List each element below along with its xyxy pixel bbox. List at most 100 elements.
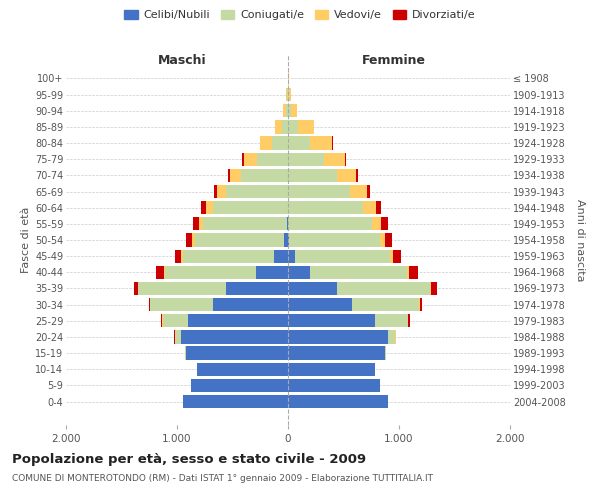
Bar	[192, 234, 195, 246]
Bar	[431, 282, 437, 295]
Bar	[163, 314, 188, 328]
Bar	[288, 298, 352, 311]
Bar	[257, 152, 288, 166]
Bar	[217, 185, 226, 198]
Bar	[381, 217, 388, 230]
Bar	[288, 282, 337, 295]
Bar	[193, 217, 199, 230]
Bar	[288, 266, 310, 279]
Bar	[188, 314, 288, 328]
Bar	[157, 266, 164, 279]
Bar	[186, 234, 192, 246]
Bar	[289, 234, 380, 246]
Bar	[275, 120, 283, 134]
Text: Maschi: Maschi	[158, 54, 207, 67]
Bar	[409, 266, 418, 279]
Bar	[283, 120, 288, 134]
Bar	[164, 266, 165, 279]
Bar	[419, 298, 420, 311]
Bar	[310, 136, 332, 149]
Bar	[394, 250, 401, 263]
Bar	[352, 298, 419, 311]
Bar	[345, 152, 346, 166]
Bar	[288, 201, 364, 214]
Bar	[274, 250, 288, 263]
Bar	[298, 120, 314, 134]
Bar	[310, 266, 407, 279]
Bar	[288, 136, 310, 149]
Bar	[283, 104, 286, 118]
Bar	[212, 298, 288, 311]
Bar	[288, 169, 337, 182]
Bar	[409, 314, 410, 328]
Bar	[288, 395, 388, 408]
Bar	[256, 266, 288, 279]
Bar	[288, 217, 373, 230]
Text: COMUNE DI MONTEROTONDO (RM) - Dati ISTAT 1° gennaio 2009 - Elaborazione TUTTITAL: COMUNE DI MONTEROTONDO (RM) - Dati ISTAT…	[12, 474, 433, 483]
Bar	[272, 136, 288, 149]
Bar	[350, 185, 367, 198]
Bar	[430, 282, 431, 295]
Bar	[202, 201, 206, 214]
Bar	[244, 152, 257, 166]
Bar	[149, 298, 150, 311]
Bar	[289, 88, 290, 101]
Bar	[295, 250, 390, 263]
Bar	[214, 185, 217, 198]
Bar	[165, 266, 256, 279]
Bar	[356, 169, 358, 182]
Bar	[151, 298, 212, 311]
Bar	[195, 234, 284, 246]
Bar	[206, 201, 212, 214]
Bar	[242, 152, 244, 166]
Y-axis label: Anni di nascita: Anni di nascita	[575, 198, 585, 281]
Bar	[182, 395, 288, 408]
Bar	[420, 298, 422, 311]
Bar	[288, 314, 374, 328]
Bar	[323, 152, 345, 166]
Bar	[286, 88, 287, 101]
Bar	[286, 104, 288, 118]
Bar	[373, 217, 381, 230]
Bar	[181, 250, 182, 263]
Bar	[182, 250, 274, 263]
Bar	[226, 282, 288, 295]
Bar	[288, 379, 380, 392]
Bar	[260, 136, 272, 149]
Bar	[185, 346, 186, 360]
Bar	[186, 346, 288, 360]
Bar	[226, 185, 288, 198]
Bar	[388, 330, 395, 344]
Bar	[228, 169, 230, 182]
Bar	[284, 234, 288, 246]
Text: Femmine: Femmine	[361, 54, 425, 67]
Bar	[288, 88, 289, 101]
Bar	[376, 201, 381, 214]
Bar	[197, 362, 288, 376]
Bar	[390, 250, 394, 263]
Bar	[374, 314, 408, 328]
Text: Popolazione per età, sesso e stato civile - 2009: Popolazione per età, sesso e stato civil…	[12, 452, 366, 466]
Bar	[291, 104, 297, 118]
Bar	[367, 185, 370, 198]
Bar	[181, 330, 288, 344]
Bar	[385, 346, 386, 360]
Bar	[212, 201, 288, 214]
Bar	[288, 185, 350, 198]
Bar	[241, 169, 288, 182]
Bar	[288, 104, 291, 118]
Bar	[288, 250, 295, 263]
Bar	[199, 217, 203, 230]
Bar	[288, 346, 385, 360]
Y-axis label: Fasce di età: Fasce di età	[20, 207, 31, 273]
Bar	[337, 169, 356, 182]
Bar	[364, 201, 376, 214]
Bar	[287, 88, 288, 101]
Bar	[288, 362, 374, 376]
Bar	[138, 282, 226, 295]
Bar	[380, 234, 385, 246]
Bar	[385, 234, 392, 246]
Bar	[288, 330, 388, 344]
Bar	[288, 152, 323, 166]
Bar	[407, 266, 409, 279]
